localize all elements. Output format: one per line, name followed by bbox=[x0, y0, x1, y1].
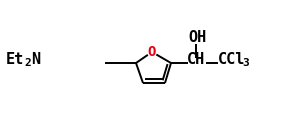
Text: Et: Et bbox=[6, 51, 24, 67]
Text: O: O bbox=[148, 45, 156, 59]
Text: OH: OH bbox=[188, 29, 206, 45]
Text: CCl: CCl bbox=[218, 51, 245, 67]
Text: N: N bbox=[31, 51, 40, 67]
Text: 2: 2 bbox=[24, 58, 31, 68]
Text: 3: 3 bbox=[242, 58, 249, 68]
Text: CH: CH bbox=[187, 51, 205, 67]
